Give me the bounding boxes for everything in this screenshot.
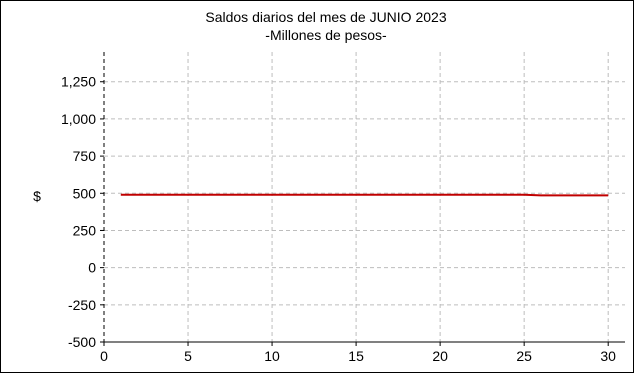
x-tick-label: 30 xyxy=(600,348,616,364)
y-tick-label: 1,250 xyxy=(61,74,96,90)
y-tick-label: 250 xyxy=(73,222,97,238)
y-tick-label: -250 xyxy=(68,297,96,313)
grid-lines xyxy=(104,52,625,343)
series-group xyxy=(120,193,609,197)
chart-title: Saldos diarios del mes de JUNIO 2023 xyxy=(205,9,446,25)
x-tick-label: 25 xyxy=(516,348,532,364)
series-line xyxy=(120,193,609,197)
y-tick-label: 750 xyxy=(73,148,97,164)
x-tick-label: 0 xyxy=(100,348,108,364)
y-tick-label: 500 xyxy=(73,185,97,201)
x-tick-label: 10 xyxy=(264,348,280,364)
axes xyxy=(100,52,625,346)
y-axis-label: $ xyxy=(33,188,41,204)
y-tick-label: 1,000 xyxy=(61,111,96,127)
y-tick-label: 0 xyxy=(88,260,96,276)
x-tick-label: 20 xyxy=(432,348,448,364)
y-tick-label: -500 xyxy=(68,334,96,350)
tick-labels: -500 -250 0 250 500 750 1,000 1,250 0 5 10 15 20 25 30 xyxy=(61,74,616,364)
x-tick-label: 5 xyxy=(184,348,192,364)
x-tick-label: 15 xyxy=(348,348,364,364)
chart-subtitle: -Millones de pesos- xyxy=(265,27,387,43)
